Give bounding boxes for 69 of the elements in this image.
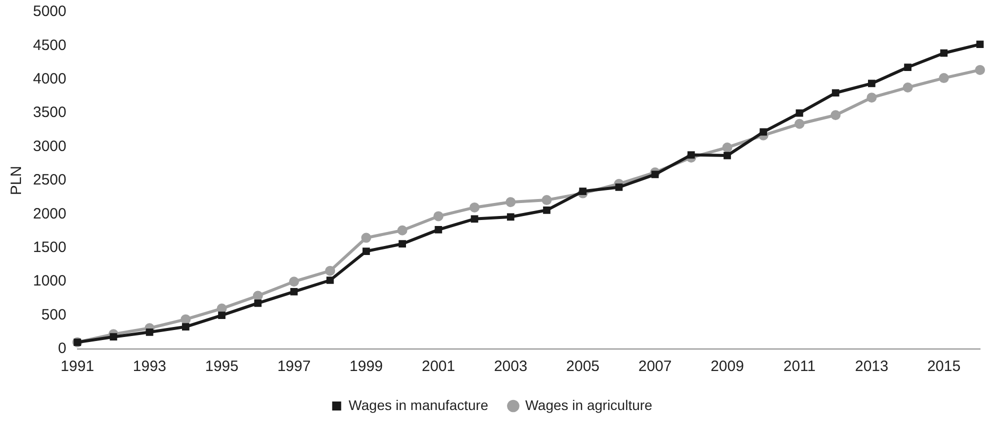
point	[866, 92, 877, 103]
point	[361, 232, 372, 243]
y-tick-label: 2500	[32, 172, 66, 189]
point	[722, 142, 732, 152]
point	[398, 240, 406, 248]
point	[940, 49, 948, 57]
point	[542, 195, 552, 206]
point	[651, 170, 659, 178]
point	[397, 225, 408, 236]
y-tick-label: 5000	[32, 3, 66, 20]
x-tick-label: 2015	[927, 358, 961, 376]
y-axis-title: PLN	[8, 166, 26, 196]
y-tick-label: 2000	[32, 205, 66, 222]
x-tick-label: 2007	[638, 358, 672, 376]
point	[976, 40, 984, 48]
point	[938, 73, 949, 84]
point	[506, 213, 514, 221]
point	[470, 215, 478, 223]
x-tick-label: 1997	[277, 358, 311, 376]
point	[724, 152, 731, 160]
point	[180, 314, 191, 324]
point	[506, 197, 516, 208]
point	[362, 248, 370, 255]
point	[146, 328, 154, 336]
point	[182, 323, 190, 330]
point	[615, 184, 623, 191]
y-tick-label: 0	[58, 340, 66, 358]
point	[433, 211, 444, 222]
point	[830, 110, 841, 120]
point	[868, 80, 876, 88]
x-tick-label: 1993	[132, 358, 166, 376]
y-tick-label: 3500	[32, 104, 66, 122]
point	[543, 206, 550, 214]
legend-label: Wages in manufacture	[348, 396, 488, 413]
point	[252, 290, 263, 301]
point	[687, 151, 695, 159]
point	[760, 128, 768, 136]
point	[796, 109, 804, 117]
x-tick-label: 1995	[205, 358, 238, 376]
x-tick-label: 2009	[710, 358, 744, 376]
point	[254, 299, 262, 307]
point	[110, 333, 118, 341]
y-tick-label: 4000	[32, 70, 66, 88]
point	[904, 64, 912, 71]
x-tick-label: 2011	[783, 358, 816, 376]
point	[975, 64, 985, 75]
x-tick-label: 2005	[566, 358, 600, 376]
y-tick-label: 1000	[32, 272, 66, 290]
point	[218, 312, 226, 319]
x-tick-label: 2013	[854, 358, 888, 376]
x-tick-label: 1999	[350, 358, 383, 376]
point	[325, 266, 336, 276]
x-tick-label: 1991	[60, 358, 94, 376]
point	[794, 118, 804, 129]
point	[326, 276, 334, 284]
point	[289, 276, 299, 287]
y-tick-label: 1500	[32, 239, 66, 256]
point	[290, 288, 298, 296]
x-tick-label: 2001	[422, 358, 456, 376]
point	[832, 89, 840, 97]
legend-label: Wages in agriculture	[525, 396, 653, 413]
point	[470, 202, 480, 212]
y-tick-label: 3000	[32, 138, 66, 155]
point	[579, 188, 587, 195]
x-tick-label: 2003	[494, 358, 528, 376]
point	[902, 82, 913, 92]
y-tick-label: 4500	[32, 36, 66, 54]
y-tick-label: 500	[41, 306, 66, 324]
point	[434, 226, 442, 234]
